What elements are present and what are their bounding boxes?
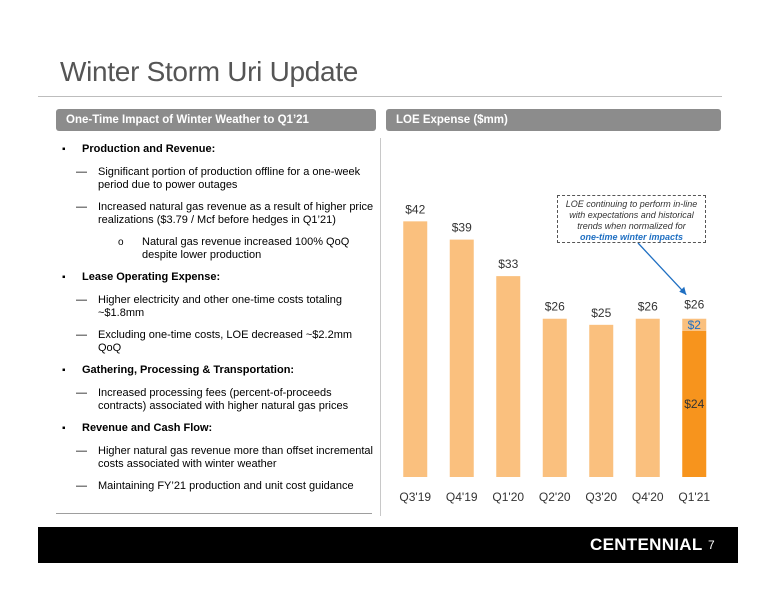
- bar-value-label: $39: [452, 221, 472, 235]
- bar-value-label: $26: [684, 298, 704, 312]
- bar: [589, 324, 614, 477]
- x-tick-label: Q3'20: [585, 490, 617, 504]
- bar: [542, 318, 567, 477]
- bullet-item: — Significant portion of production offli…: [76, 166, 361, 191]
- annotation-arrow-head: [679, 286, 687, 295]
- bar-top-label: $2: [688, 318, 702, 332]
- bullet-heading: Production and Revenue:: [62, 143, 378, 156]
- bullet-heading: Gathering, Processing & Transportation:: [62, 364, 378, 377]
- x-tick-label: Q4'20: [632, 490, 664, 504]
- bar: [449, 239, 474, 477]
- bullet-item: — Increased processing fees (percent-of-p…: [76, 387, 349, 412]
- left-section-header: One-Time Impact of Winter Weather to Q1’…: [56, 109, 376, 131]
- column-divider: [380, 138, 381, 516]
- bullet-subitem: o Natural gas revenue increased 100% QoQ …: [118, 236, 350, 261]
- bullet-heading: Revenue and Cash Flow:: [62, 422, 378, 435]
- page-title: Winter Storm Uri Update: [60, 56, 359, 87]
- bar-value-label: $42: [405, 202, 425, 216]
- x-tick-label: Q4'19: [446, 490, 478, 504]
- bar: [635, 318, 660, 477]
- bullet-item: — Higher natural gas revenue more than of…: [76, 445, 373, 470]
- bar-value-label: $25: [591, 306, 611, 320]
- footer-bar: [38, 527, 738, 563]
- x-tick-label: Q2'20: [539, 490, 571, 504]
- bullet-item: — Higher electricity and other one-time c…: [76, 294, 342, 319]
- bar-value-label: $33: [498, 257, 518, 271]
- bullet-item: — Increased natural gas revenue as a resu…: [76, 201, 374, 226]
- annotation-arrow-line: [637, 242, 687, 296]
- title-rule: [38, 96, 722, 97]
- bar-value-label: $26: [638, 300, 658, 314]
- x-tick-label: Q1'20: [492, 490, 524, 504]
- annotation-emphasis: one-time winter impacts: [579, 232, 684, 242]
- loe-bar-chart: $42 Q3'19 $39 Q4'19 $33 Q1'20 $26 Q2'20 $25 Q3'20…: [399, 202, 710, 504]
- bullet-heading: Lease Operating Expense:: [62, 271, 378, 284]
- bar: [403, 221, 428, 477]
- left-bottom-rule: [56, 513, 372, 514]
- chart-annotation: LOE continuing to perform in-line with e…: [557, 195, 706, 243]
- right-section-header: LOE Expense ($mm): [386, 109, 721, 131]
- bar-base-segment: [682, 330, 707, 477]
- x-tick-label: Q1'21: [678, 490, 710, 504]
- bar-top-segment: [682, 318, 707, 331]
- bar: [496, 276, 521, 477]
- bullet-item: — Excluding one-time costs, LOE decreased…: [76, 329, 353, 354]
- bar-value-label: $26: [545, 300, 565, 314]
- bullet-item: — Maintaining FY’21 production and unit c…: [76, 480, 354, 492]
- page-number: 7: [708, 538, 715, 552]
- bullet-list: Production and Revenue: —Significant por…: [62, 143, 378, 502]
- x-tick-label: Q3'19: [399, 490, 431, 504]
- bar-base-label: $24: [684, 397, 704, 411]
- centennial-logo: CENTENNIAL: [590, 535, 703, 554]
